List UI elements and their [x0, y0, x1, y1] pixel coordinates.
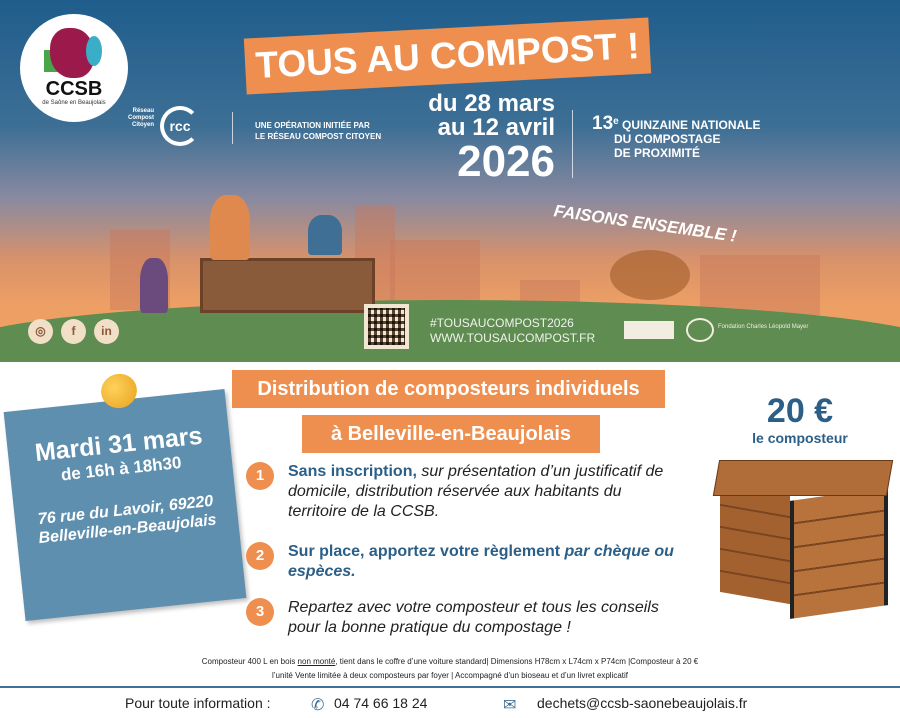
event-location-title: à Belleville-en-Beaujolais: [302, 415, 600, 453]
price-label: le composteur: [752, 430, 848, 446]
campaign-links: #TOUSAUCOMPOST2026 WWW.TOUSAUCOMPOST.FR: [430, 316, 595, 346]
step-payment: par chèque ou espèces.: [288, 543, 674, 580]
edition-number: 13: [592, 113, 614, 134]
compost-bin-illustration: [200, 258, 375, 313]
instagram-icon[interactable]: ◎: [28, 319, 53, 344]
phone-icon: ✆: [311, 697, 325, 714]
quinzaine-line: DE PROXIMITÉ: [614, 146, 701, 160]
campaign-dates: du 28 mars au 12 avril 2026: [395, 92, 555, 184]
rcc-logo-icon: rcc: [160, 106, 200, 146]
rcc-label-line: Réseau: [132, 108, 154, 114]
step-text: Repartez avec votre composteur et tous l…: [288, 599, 659, 636]
person-illustration: [210, 195, 250, 260]
logo-text: CCSB: [45, 78, 103, 100]
price-amount: 20 €: [766, 392, 834, 430]
rcc-label-line: Citoyen: [131, 122, 154, 128]
quinzaine-line: QUINZAINE NATIONALE: [622, 118, 761, 132]
step-highlight: Sur place, apportez votre règlement: [288, 543, 565, 560]
linkedin-icon[interactable]: in: [94, 319, 119, 344]
foundation-name: Fondation Charles Léopold Mayer: [718, 324, 809, 330]
initiative-text: UNE OPÉRATION INITIÉE PAR LE RÉSEAU COMP…: [255, 120, 381, 142]
email-link[interactable]: dechets@ccsb-saonebeaujolais.fr: [537, 695, 748, 711]
initiative-line: UNE OPÉRATION INITIÉE PAR: [255, 121, 370, 130]
event-title: Distribution de composteurs individuels: [232, 370, 665, 408]
quinzaine-text: 13e QUINZAINE NATIONALE DU COMPOSTAGE DE…: [592, 113, 761, 160]
event-details-note: Mardi 31 mars de 16h à 18h30 76 rue du L…: [3, 388, 247, 622]
step-highlight: Sans inscription,: [288, 463, 417, 480]
info-label: Pour toute information :: [125, 695, 271, 711]
website-link[interactable]: WWW.TOUSAUCOMPOST.FR: [430, 331, 596, 345]
facebook-icon[interactable]: f: [61, 319, 86, 344]
footer-divider: [0, 686, 900, 688]
child-illustration: [140, 258, 168, 313]
building-silhouette: [390, 240, 480, 310]
foundation-logo-icon: [686, 318, 714, 342]
date-end: au 12 avril: [437, 114, 555, 141]
tree-illustration: [610, 250, 690, 300]
date-year: 2026: [457, 137, 555, 186]
step-text: sur présentation d’un justificatif de do…: [288, 463, 664, 520]
step-2: 2 Sur place, apportez votre règlement pa…: [246, 542, 678, 582]
initiative-line: LE RÉSEAU COMPOST CITOYEN: [255, 132, 382, 141]
quinzaine-line: DU COMPOSTAGE: [614, 132, 721, 146]
child-illustration: [308, 215, 342, 255]
campaign-banner: CCSB de Saône en Beaujolais TOUS AU COMP…: [0, 0, 900, 362]
fine-print-line: l’unité Vente limitée à deux composteurs…: [271, 671, 629, 680]
date-start: du 28 mars: [428, 90, 555, 117]
step-3: 3 Repartez avec votre composteur et tous…: [246, 598, 678, 638]
step-number: 2: [246, 542, 274, 570]
slogan: FAISONS ENSEMBLE !: [552, 201, 738, 246]
building-silhouette: [700, 255, 820, 315]
ccsb-logo: CCSB de Saône en Beaujolais: [20, 14, 128, 122]
rcc-label: Réseau Compost Citoyen: [128, 108, 154, 129]
edition-suffix: e: [613, 116, 619, 127]
qr-code[interactable]: [364, 304, 409, 349]
step-number: 3: [246, 598, 274, 626]
divider: [232, 112, 233, 144]
fine-print-text: , tient dans le coffre d’une voiture sta…: [335, 657, 699, 666]
logo-subtitle: de Saône en Beaujolais: [42, 100, 106, 106]
event-address: 76 rue du Lavoir, 69220 Belleville-en-Be…: [37, 492, 218, 548]
product-fine-print: Composteur 400 L en bois non monté, tien…: [0, 655, 900, 683]
fine-print-text: Composteur 400 L en bois: [201, 657, 298, 666]
price-tag: 20 € le composteur: [745, 392, 855, 446]
fine-print-underlined: non monté: [297, 657, 336, 666]
wooden-composter-image: [712, 460, 894, 628]
step-number: 1: [246, 462, 274, 490]
rcc-label-line: Compost: [128, 115, 154, 121]
step-1: 1 Sans inscription, sur présentation d’u…: [246, 462, 678, 522]
divider: [572, 110, 573, 178]
partner-logos: [624, 321, 674, 339]
phone-number[interactable]: 04 74 66 18 24: [334, 695, 428, 711]
mail-icon: ✉: [503, 697, 517, 714]
campaign-title: TOUS AU COMPOST !: [243, 17, 652, 95]
hashtag: #TOUSAUCOMPOST2026: [430, 316, 574, 330]
